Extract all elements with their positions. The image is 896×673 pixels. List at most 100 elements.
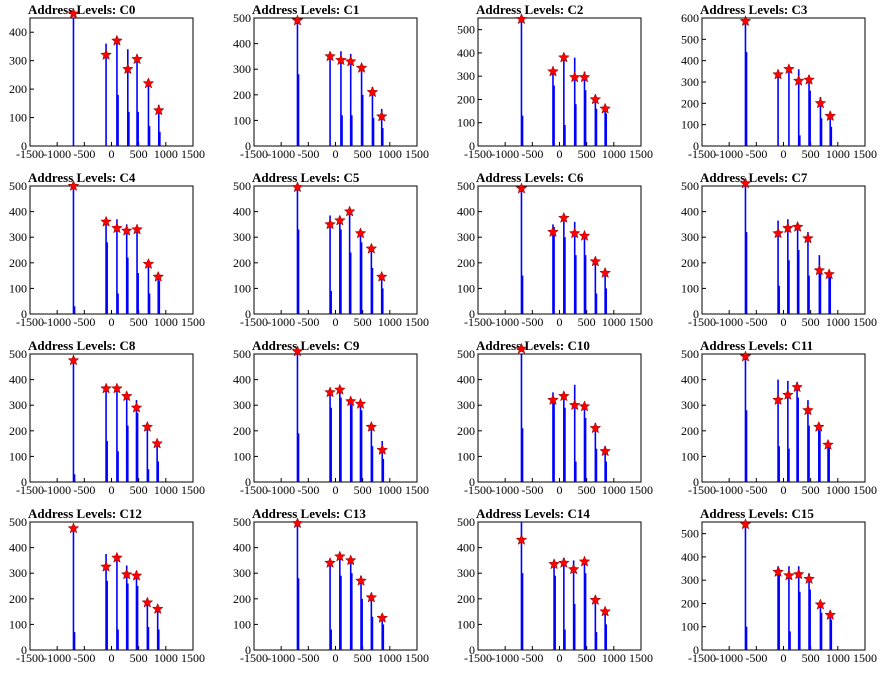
x-tick-label: -1000	[43, 147, 71, 161]
histogram-svg: Address Levels: C11 0 100 200 300 400 500 -1500…	[681, 338, 877, 497]
histogram-svg: Address Levels: C12 0 100 200 300 400 500 -1500…	[9, 506, 205, 665]
peak-marker	[344, 395, 357, 407]
plot-frame	[477, 353, 642, 483]
peak-marker	[130, 569, 143, 581]
peak-marker	[333, 383, 346, 395]
x-tick-label: -500	[745, 483, 767, 497]
peak-marker	[792, 568, 805, 580]
y-tick-label: 200	[681, 256, 699, 270]
peak-marker	[333, 550, 346, 562]
x-tick-label: -1000	[43, 651, 71, 665]
peak-marker	[548, 558, 560, 570]
y-tick-label: 400	[457, 541, 475, 555]
x-tick-label: 1500	[853, 651, 877, 665]
peak-marker	[355, 61, 368, 73]
chart-panel-c0: Address Levels: C0 0 100 200 300 400 -1500 -100…	[0, 1, 224, 169]
peak-marker	[589, 593, 602, 606]
chart-title: Address Levels: C0	[28, 2, 135, 17]
peak-marker	[783, 569, 795, 581]
chart-title: Address Levels: C2	[476, 2, 583, 17]
y-tick-label: 400	[681, 205, 699, 219]
y-tick-label: 400	[233, 205, 251, 219]
y-tick-label: 100	[681, 281, 699, 295]
peak-marker	[824, 109, 837, 122]
x-tick-label: -1500	[240, 483, 268, 497]
peak-marker	[578, 71, 591, 83]
x-tick-label: -1000	[491, 483, 519, 497]
plot-frame	[477, 17, 642, 147]
histogram-svg: Address Levels: C60100200300400500-1500-…	[457, 170, 653, 329]
x-tick-label: -1500	[240, 651, 268, 665]
y-tick-label: 0	[21, 307, 27, 321]
x-tick-label: -500	[745, 147, 767, 161]
peak-marker	[772, 227, 784, 239]
y-tick-label: 500	[681, 347, 699, 361]
y-tick-label: 200	[9, 82, 27, 96]
chart-panel-c6: Address Levels: C6 0 100 200 300 400 500 -1500-…	[448, 169, 672, 337]
y-tick-label: 0	[21, 643, 27, 657]
chart-panel-c14: Address Levels: C14 0 100 200 300 400 500 -1500…	[448, 505, 672, 673]
y-tick-label: 400	[233, 541, 251, 555]
plot-frame	[701, 521, 866, 651]
peak-marker	[142, 77, 155, 89]
peak-marker	[515, 533, 528, 545]
x-tick-label: 0	[557, 483, 563, 497]
x-tick-label: -1500	[16, 651, 44, 665]
chart-panel-c1: Address Levels: C1 0 100 200 300 400 500 -1500-…	[224, 1, 448, 169]
x-tick-label: 1500	[405, 483, 429, 497]
plot-frame	[29, 185, 194, 315]
peak-marker	[375, 270, 388, 282]
y-tick-label: 200	[681, 424, 699, 438]
peak-marker	[333, 214, 346, 226]
x-tick-label: 500	[354, 315, 372, 329]
y-tick-label: 300	[457, 398, 475, 412]
x-tick-label: 500	[802, 651, 820, 665]
peak-marker	[589, 93, 602, 105]
histogram-svg: Address Levels: C15 0 100 200 300 400 500 -1500…	[681, 506, 877, 665]
peak-marker	[568, 227, 581, 239]
x-tick-label: 1500	[629, 315, 653, 329]
x-tick-label: -1000	[715, 147, 743, 161]
peak-marker	[100, 382, 112, 394]
x-tick-label: 500	[578, 483, 596, 497]
y-tick-label: 100	[9, 617, 27, 631]
peak-marker	[557, 556, 570, 568]
x-tick-label: 1500	[405, 651, 429, 665]
y-tick-label: 100	[233, 113, 251, 127]
chart-title: Address Levels: C1	[252, 2, 359, 17]
y-tick-label: 100	[457, 617, 475, 631]
x-tick-label: 1500	[629, 651, 653, 665]
y-tick-label: 0	[469, 643, 475, 657]
x-tick-label: 0	[109, 483, 115, 497]
peak-marker	[355, 574, 367, 586]
peak-marker	[557, 211, 570, 223]
y-tick-label: 0	[245, 643, 251, 657]
y-tick-label: 100	[233, 617, 251, 631]
x-tick-label: 1500	[405, 147, 429, 161]
x-tick-label: -500	[297, 147, 319, 161]
y-tick-label: 200	[457, 92, 475, 106]
plot-frame	[477, 185, 642, 315]
peak-marker	[568, 399, 581, 411]
peak-marker	[557, 390, 570, 402]
peak-marker	[67, 7, 80, 19]
plot-frame	[701, 17, 866, 147]
peak-marker	[151, 437, 164, 449]
peak-marker	[291, 181, 304, 193]
peak-marker	[824, 608, 837, 621]
y-tick-label: 100	[457, 281, 475, 295]
x-tick-label: -1000	[267, 315, 295, 329]
x-tick-label: -500	[73, 651, 95, 665]
plot-frame	[701, 353, 866, 483]
chart-panel-c11: Address Levels: C11 0 100 200 300 400 500 -1500…	[672, 337, 896, 505]
x-tick-label: -1000	[715, 651, 743, 665]
x-tick-label: 1000	[826, 147, 850, 161]
chart-title: Address Levels: C13	[252, 506, 366, 521]
peak-marker	[739, 518, 752, 530]
histogram-svg: Address Levels: C3 0 100 200 300 400 500 600 -15…	[681, 2, 877, 161]
peak-marker	[822, 438, 834, 450]
x-tick-label: -1000	[715, 315, 743, 329]
x-tick-label: 0	[781, 483, 787, 497]
x-tick-label: 500	[130, 315, 148, 329]
x-tick-label: -500	[73, 315, 95, 329]
